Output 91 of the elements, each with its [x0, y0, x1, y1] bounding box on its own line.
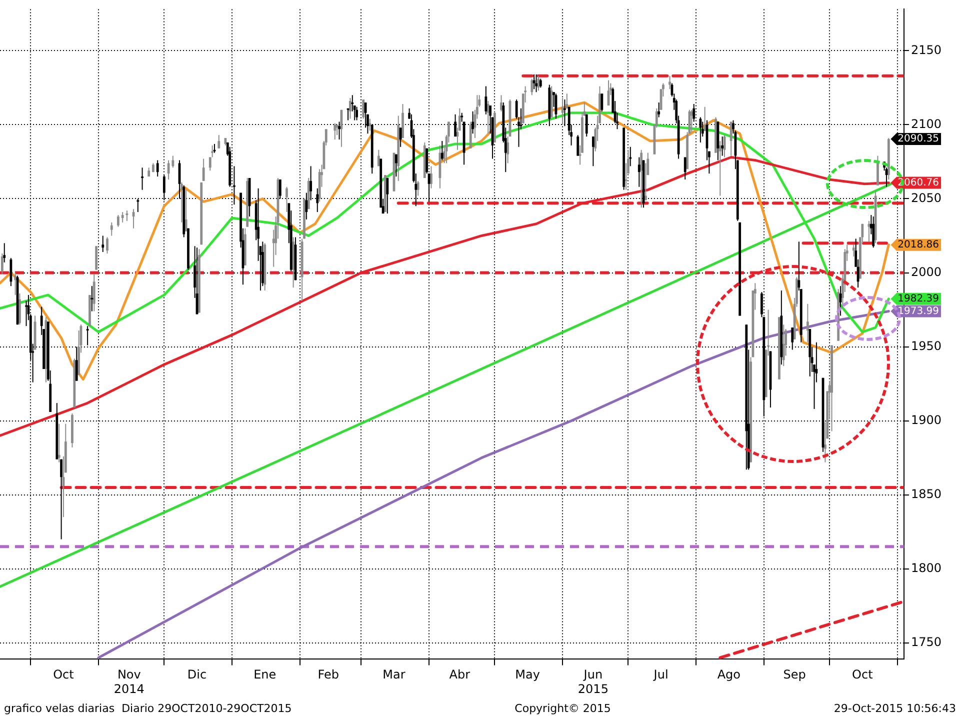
x-tick-label: May [515, 668, 540, 682]
candlestick [356, 106, 358, 121]
candlestick [394, 154, 398, 178]
candlestick [469, 121, 472, 149]
candlestick [500, 94, 502, 112]
x-tick-label: Jun 2015 [578, 668, 608, 696]
y-tick-label: 2000 [911, 264, 942, 279]
candlestick [430, 166, 432, 189]
y-tick-label: 2100 [911, 116, 942, 131]
candlestick [730, 121, 732, 156]
candlestick [638, 156, 640, 188]
data-label: 2018.86 [898, 239, 940, 250]
candlestick [535, 74, 538, 93]
x-tick-label: Abr [449, 668, 470, 682]
candlestick [92, 274, 96, 312]
candlestick [440, 140, 444, 161]
candlestick [782, 324, 785, 367]
y-tick-label: 2150 [911, 42, 942, 57]
candlestick [90, 286, 94, 312]
candlestick [3, 242, 6, 263]
x-tick-label: Dic [187, 668, 207, 682]
candlestick [211, 144, 214, 158]
x-tick-label: Ene [254, 668, 276, 682]
candlestick [704, 106, 706, 132]
y-tick-label: 1950 [911, 338, 942, 353]
candlestick [592, 136, 594, 167]
candlestick [721, 136, 724, 156]
text: 29-Oct-2015 10:56:43 [834, 702, 956, 715]
candlestick [141, 167, 144, 190]
x-tick-label: Oct [852, 668, 874, 682]
y-tick-label: 1850 [911, 486, 942, 501]
candlestick [399, 127, 402, 148]
candlestick [600, 93, 604, 112]
candlestick [208, 156, 212, 172]
y-tick-label: 2050 [911, 190, 942, 205]
candlestick [156, 160, 159, 178]
candlestick [305, 192, 308, 220]
candlestick [484, 86, 488, 115]
x-tick-label: Mar [382, 668, 406, 682]
y-tick-label: 1800 [911, 561, 942, 576]
candlestick [14, 272, 17, 296]
annotation: 2090.35 [898, 134, 940, 145]
candlestick [791, 327, 794, 350]
candlestick [640, 149, 643, 208]
candlestick [349, 98, 352, 120]
candlestick [58, 423, 60, 463]
candlestick [386, 177, 389, 214]
candlestick [658, 102, 660, 118]
candlestick [336, 124, 338, 136]
candlestick [852, 244, 855, 257]
candlestick [286, 186, 288, 213]
candlestick [121, 212, 124, 223]
candlestick [106, 236, 108, 254]
candlestick [202, 158, 205, 182]
candlestick [699, 116, 702, 143]
x-tick-label: Jul [652, 668, 668, 682]
candlestick [564, 99, 566, 127]
candlestick [362, 99, 365, 120]
y-tick-label: 1900 [911, 412, 942, 427]
x-tick-label: Nov 2014 [114, 668, 144, 696]
candlestick [102, 235, 104, 253]
y-tick-label: 1750 [911, 635, 942, 650]
x-tick-label: Oct [53, 668, 74, 682]
candlestick [117, 214, 120, 228]
candlestick [576, 134, 580, 156]
candlestick [416, 180, 420, 196]
candlestick [334, 122, 336, 140]
data-label: 1973.99 [898, 306, 940, 317]
candlestick [806, 303, 809, 343]
candlestick [172, 155, 174, 168]
candlestick [644, 162, 647, 201]
data-label: 1982.39 [898, 293, 940, 304]
candlestick [184, 189, 188, 232]
candlestick [684, 156, 686, 180]
candlestick [872, 216, 875, 248]
candlestick [18, 292, 21, 326]
text: grafico velas diarias Diario 29OCT2010-29OCT2015 [4, 702, 292, 715]
x-tick-label: Feb [318, 668, 339, 682]
candlestick [566, 93, 568, 109]
candlestick [110, 222, 113, 236]
text: Copyright© 2015 [514, 702, 611, 715]
candlestick [338, 121, 340, 140]
candlestick [718, 140, 722, 196]
candlestick [218, 134, 220, 149]
candlestick [0, 253, 4, 275]
x-tick-label: Sep [783, 668, 806, 682]
candlestick [876, 155, 879, 186]
candlestick [180, 182, 183, 223]
x-tick-label: Ago [717, 668, 740, 682]
candlestick [530, 78, 534, 96]
candlestick [95, 246, 98, 270]
